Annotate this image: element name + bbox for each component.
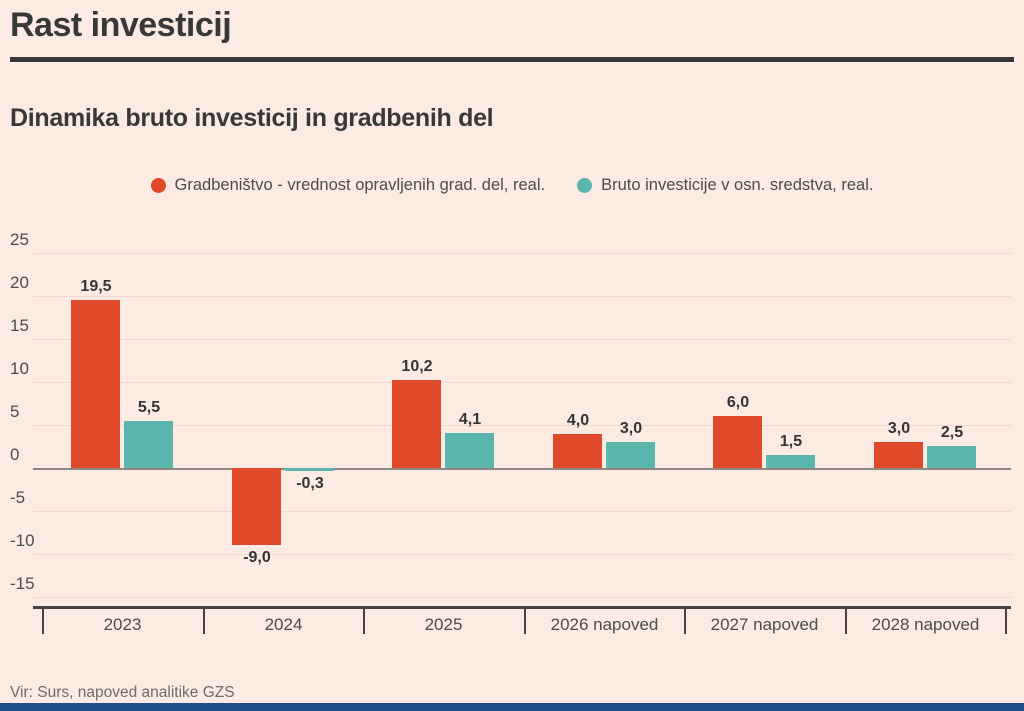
- bar-series1: [713, 416, 762, 468]
- y-axis-tick-label: 0: [10, 445, 20, 464]
- y-axis-tick-label: 5: [10, 402, 20, 421]
- footer-accent-bar: [0, 703, 1024, 711]
- bar-series2: [124, 421, 173, 468]
- bar-series2: [606, 442, 655, 468]
- x-axis-tick: [684, 606, 686, 634]
- bar-value-label: 4,1: [458, 411, 482, 428]
- x-axis-category-label: 2027 napoved: [710, 615, 819, 634]
- legend-item-gradbenistvo: Gradbeništvo - vrednost opravljenih grad…: [150, 176, 546, 195]
- legend-dot-icon: [577, 178, 593, 193]
- x-axis-tick: [845, 606, 847, 634]
- chart-title: Dinamika bruto investicij in gradbenih d…: [10, 104, 494, 132]
- x-axis-tick: [42, 606, 44, 634]
- bar-value-label: 4,0: [566, 412, 590, 429]
- legend-item-bruto-investicije: Bruto investicije v osn. sredstva, real.: [577, 176, 873, 195]
- x-axis-category-label: 2025: [424, 615, 463, 634]
- y-axis-tick-label: 25: [10, 230, 29, 249]
- bar-series1: [874, 442, 923, 468]
- bar-series2: [285, 468, 334, 471]
- bar-value-label: 1,5: [779, 433, 803, 450]
- bar-series2: [927, 446, 976, 468]
- bar-value-label: 19,5: [80, 278, 112, 295]
- x-axis-category-label: 2028 napoved: [871, 615, 980, 634]
- gridline: [33, 296, 1011, 297]
- gridline: [33, 511, 1011, 512]
- x-axis-category-label: 2024: [264, 615, 303, 634]
- x-axis-tick: [363, 606, 365, 634]
- bar-series1: [553, 434, 602, 468]
- gridline: [33, 554, 1011, 555]
- zero-line: [33, 468, 1011, 470]
- gridline: [33, 597, 1011, 598]
- x-axis-tick: [524, 606, 526, 634]
- gridline: [33, 339, 1011, 340]
- x-axis-line: [33, 606, 1011, 609]
- chart-legend: Gradbeništvo - vrednost opravljenih grad…: [0, 176, 1024, 195]
- source-note: Vir: Surs, napoved analitike GZS: [10, 684, 235, 701]
- x-axis-tick: [1005, 606, 1007, 634]
- y-axis-tick-label: -5: [10, 488, 26, 507]
- y-axis-tick-label: 15: [10, 316, 29, 335]
- bar-value-label: 5,5: [137, 399, 161, 416]
- gridline: [33, 425, 1011, 426]
- bar-series2: [766, 455, 815, 468]
- bar-series2: [445, 433, 494, 468]
- title-underline: [10, 57, 1014, 62]
- bar-value-label: 3,0: [887, 420, 911, 437]
- bar-series1: [232, 468, 281, 545]
- x-axis-tick: [203, 606, 205, 634]
- y-axis-tick-label: -15: [10, 574, 35, 593]
- bar-value-label: 6,0: [726, 394, 750, 411]
- y-axis-tick-label: -10: [10, 531, 35, 550]
- legend-dot-icon: [150, 178, 166, 193]
- y-axis-tick-label: 10: [10, 359, 29, 378]
- y-axis-tick-label: 20: [10, 273, 29, 292]
- legend-label: Gradbeništvo - vrednost opravljenih grad…: [174, 176, 546, 194]
- gridline: [33, 253, 1011, 254]
- bar-value-label: 3,0: [619, 420, 643, 437]
- bar-value-label: 10,2: [401, 358, 433, 375]
- bar-value-label: 2,5: [940, 424, 964, 441]
- page-title: Rast investicij: [10, 6, 232, 44]
- bar-series1: [71, 300, 120, 468]
- bar-series1: [392, 380, 441, 468]
- x-axis-category-label: 2026 napoved: [550, 615, 659, 634]
- bar-value-label: -9,0: [243, 549, 271, 566]
- legend-label: Bruto investicije v osn. sredstva, real.: [601, 176, 874, 194]
- gridline: [33, 382, 1011, 383]
- bar-value-label: -0,3: [296, 475, 324, 492]
- x-axis-category-label: 2023: [103, 615, 142, 634]
